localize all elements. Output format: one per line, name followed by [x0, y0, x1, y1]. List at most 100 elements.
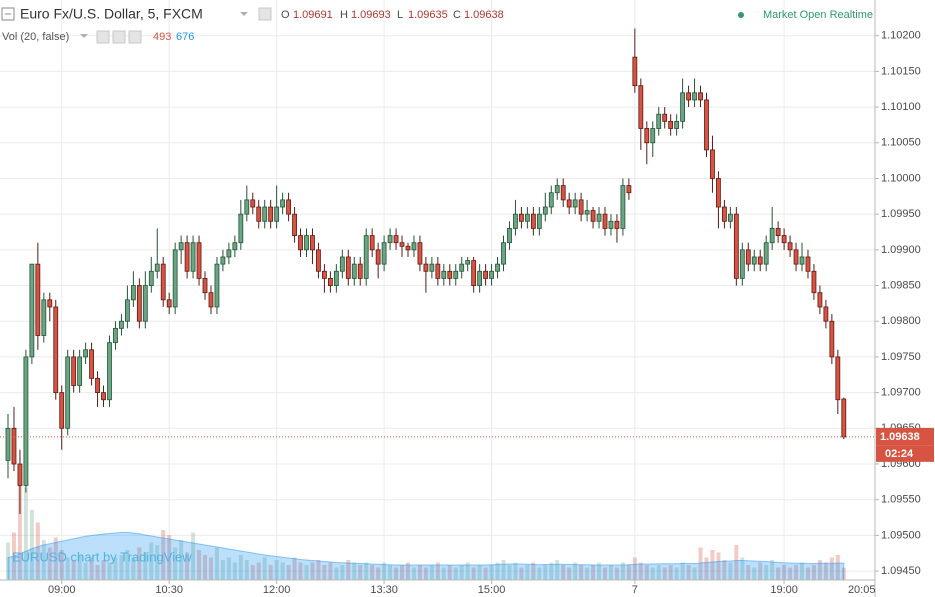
volume-bar — [65, 557, 70, 580]
candle-body — [590, 210, 596, 222]
l-value: 1.09635 — [408, 9, 448, 21]
volume-bar — [83, 562, 88, 580]
volume-bar — [179, 540, 184, 580]
candle-body — [23, 356, 29, 486]
volume-bar — [549, 562, 554, 580]
countdown-box — [876, 445, 934, 462]
volume-bar — [758, 562, 763, 580]
volume-bar — [603, 567, 607, 580]
x-tick-label: 15:00 — [478, 584, 506, 596]
candle-body — [184, 242, 190, 272]
settings-icon[interactable] — [112, 30, 126, 44]
volume-bar — [376, 567, 381, 580]
close-icon[interactable] — [128, 30, 142, 44]
volume-title: Vol (20, false) — [2, 31, 69, 43]
volume-bar — [537, 567, 542, 580]
candle-body — [322, 270, 327, 279]
volume-bar — [298, 562, 303, 580]
candle-body — [733, 213, 739, 279]
collapse-icon[interactable] — [1, 7, 15, 21]
candle-body — [763, 242, 769, 265]
volume-pane — [6, 480, 846, 581]
volume-bar — [101, 560, 106, 580]
candle-body — [142, 285, 148, 322]
x-tick-label: 10:30 — [155, 584, 183, 596]
candle-body — [208, 292, 214, 308]
volume-bar — [764, 565, 769, 580]
y-tick-label: 1.09550 — [881, 494, 921, 506]
volume-bar — [561, 565, 566, 580]
volume-bar — [495, 562, 500, 580]
volume-bar — [405, 562, 410, 580]
candle-body — [101, 392, 106, 401]
volume-bar — [346, 560, 351, 580]
candle-body — [107, 342, 112, 401]
volume-bar — [722, 560, 727, 580]
volume-bar — [388, 565, 393, 580]
volume-bar — [220, 560, 225, 580]
volume-bar — [817, 560, 822, 580]
volume-bar — [668, 565, 673, 580]
settings-icon[interactable] — [96, 30, 110, 44]
volume-bar — [608, 565, 613, 580]
dropdown-arrow[interactable] — [240, 12, 248, 16]
volume-bar — [340, 565, 345, 580]
y-tick-label: 1.09500 — [881, 529, 921, 541]
volume-ma-area — [7, 532, 845, 581]
volume-bar — [214, 547, 219, 580]
volume-bar — [89, 557, 94, 580]
candle-body — [345, 256, 351, 279]
candle-body — [674, 120, 680, 129]
candle-body — [262, 206, 268, 222]
y-tick-label: 1.09700 — [881, 387, 921, 399]
candle-body — [339, 256, 345, 272]
candle-body — [369, 235, 375, 251]
candle-body — [399, 242, 405, 247]
volume-bar — [441, 567, 446, 580]
candle-body — [829, 320, 835, 358]
volume-bar — [400, 565, 405, 580]
candle-body — [841, 398, 847, 438]
candle-body — [405, 245, 411, 251]
candle-body — [620, 185, 626, 229]
volume-bar — [244, 560, 249, 580]
volume-bar — [143, 552, 148, 580]
x-tick-label: 13:30 — [370, 584, 398, 596]
volume-bar — [328, 562, 333, 580]
candle-body — [495, 263, 500, 272]
volume-bar — [113, 557, 118, 580]
volume-bar — [77, 555, 82, 580]
candle-body — [160, 263, 166, 301]
y-tick-label: 1.10100 — [881, 101, 921, 113]
volume-bar — [161, 530, 166, 580]
candle-body — [178, 242, 184, 251]
candle-body — [775, 228, 781, 236]
volume-bar — [137, 547, 142, 580]
volume-bar — [95, 565, 100, 580]
candle-body — [47, 299, 53, 308]
candle-body — [519, 213, 524, 222]
candle-body — [65, 356, 71, 429]
candle-body — [483, 270, 489, 279]
volume-bar — [262, 557, 267, 580]
candle-body — [417, 242, 423, 265]
volume-bar — [501, 560, 506, 580]
volume-bar — [776, 567, 781, 580]
legend-header: Euro Fx/U.S. Dollar, 5, FXCM O 1.09691 H… — [1, 6, 873, 44]
volume-bar — [465, 562, 470, 580]
volume-bar — [358, 565, 363, 580]
volume-bar — [698, 547, 703, 580]
candle-body — [638, 85, 644, 129]
volume-bar — [59, 550, 64, 580]
candle-body — [244, 199, 250, 215]
volume-bar — [394, 567, 399, 580]
settings-icon[interactable] — [258, 7, 272, 21]
candle-body — [196, 242, 202, 279]
volume-bar — [662, 567, 667, 580]
dropdown-arrow[interactable] — [80, 34, 88, 38]
candle-body — [513, 213, 518, 229]
y-tick-label: 1.09450 — [881, 565, 921, 577]
candle-body — [41, 299, 47, 336]
o-label: O — [281, 9, 290, 21]
candle-body — [256, 206, 262, 222]
